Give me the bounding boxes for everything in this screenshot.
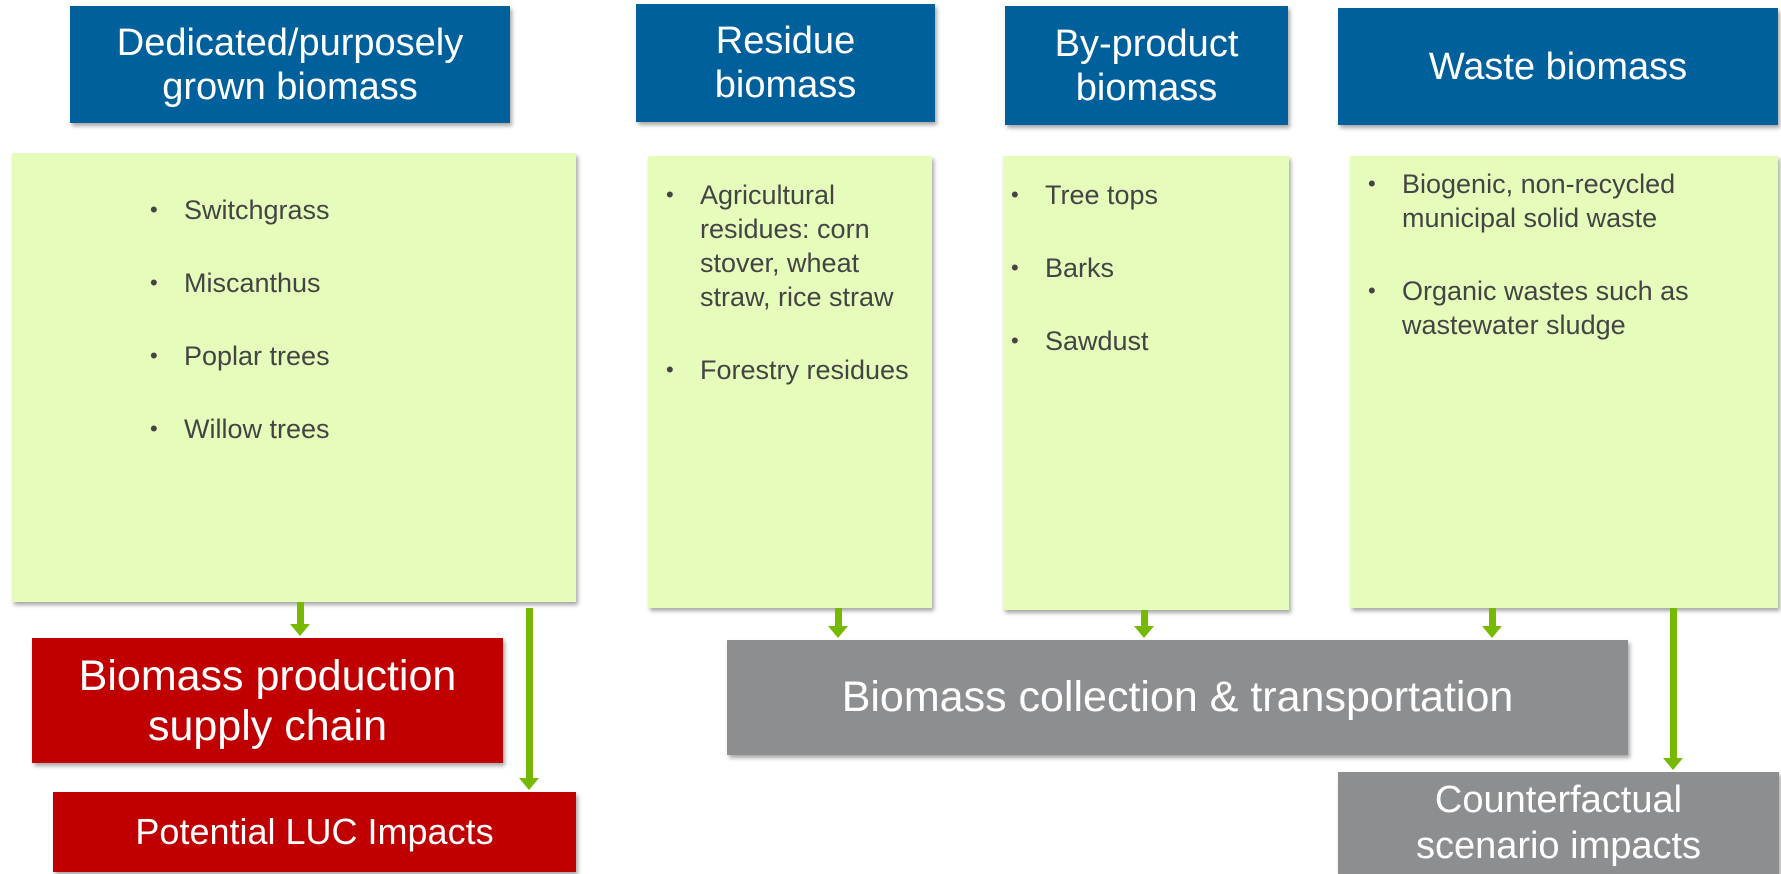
luc-box: Potential LUC Impacts — [53, 792, 576, 872]
production-box: Biomass production supply chain — [32, 638, 503, 763]
list-item: Poplar trees — [142, 339, 576, 373]
item-list: Agricultural residues: corn stover, whea… — [658, 178, 918, 387]
item-list: Tree tops Barks Sawdust — [1003, 178, 1279, 358]
list-item: Miscanthus — [142, 266, 576, 300]
header: Dedicated/purposely grown biomass — [70, 6, 510, 123]
header: By-product biomass — [1005, 6, 1288, 125]
item-box: Switchgrass Miscanthus Poplar trees Willow … — [12, 153, 576, 602]
counterfactual-box: Counterfactual scenario impacts — [1338, 772, 1779, 874]
list-item: Organic wastes such as wastewater sludge — [1360, 274, 1768, 342]
item-list: Switchgrass Miscanthus Poplar trees Willow … — [142, 193, 576, 446]
header: Residue biomass — [636, 4, 935, 122]
item-box: Biogenic, non-recycled municipal solid w… — [1350, 156, 1778, 608]
arrow — [1482, 608, 1502, 638]
header: Waste biomass — [1338, 8, 1778, 125]
list-item: Tree tops — [1003, 178, 1279, 212]
item-box: Agricultural residues: corn stover, whea… — [648, 156, 932, 608]
collection-box: Biomass collection & transportation — [727, 640, 1628, 755]
list-item: Forestry residues — [658, 353, 918, 387]
item-box: Tree tops Barks Sawdust — [1003, 156, 1289, 610]
item-list: Biogenic, non-recycled municipal solid w… — [1360, 167, 1768, 342]
arrow — [290, 602, 310, 636]
list-item: Willow trees — [142, 412, 576, 446]
arrow — [1134, 610, 1154, 638]
list-item: Switchgrass — [142, 193, 576, 227]
list-item: Biogenic, non-recycled municipal solid w… — [1360, 167, 1768, 235]
arrow — [828, 608, 848, 638]
list-item: Agricultural residues: corn stover, whea… — [658, 178, 918, 314]
list-item: Sawdust — [1003, 324, 1279, 358]
arrow — [1663, 608, 1683, 770]
list-item: Barks — [1003, 251, 1279, 285]
arrow — [519, 608, 539, 790]
